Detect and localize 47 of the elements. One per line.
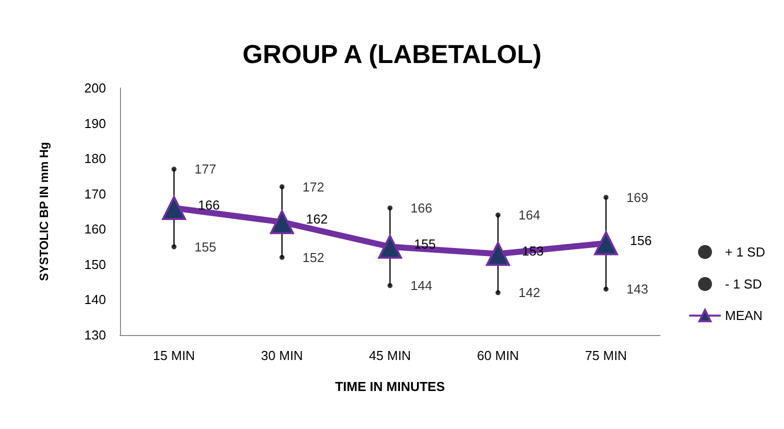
point (388, 205, 392, 210)
y-tick-label: 180 (84, 151, 106, 166)
point (280, 254, 284, 260)
data-label: 143 (626, 282, 648, 297)
y-tick-label: 170 (84, 186, 106, 202)
data-label: 166 (198, 197, 220, 212)
legend-label: - 1 SD (725, 276, 762, 292)
chart-title: GROUP A (LABETALOL) (242, 39, 542, 69)
x-tick-label: 15 MIN (153, 348, 195, 363)
y-tick-label: 160 (84, 222, 106, 237)
x-axis-title: TIME IN MINUTES (335, 379, 446, 394)
point (388, 283, 392, 288)
y-tick-label: 150 (84, 256, 106, 272)
data-label: 155 (194, 239, 216, 254)
point (172, 166, 176, 172)
point (378, 234, 402, 259)
data-label: 152 (302, 250, 324, 265)
data-label: 156 (630, 232, 652, 248)
data-label: 172 (302, 179, 324, 194)
point (270, 210, 294, 234)
y-tick-label: 200 (84, 80, 106, 96)
point (486, 242, 510, 266)
data-label: 142 (518, 285, 540, 300)
point (604, 286, 608, 292)
y-tick-label: 130 (84, 328, 106, 342)
data-label: 162 (306, 212, 328, 227)
point (280, 184, 284, 190)
y-axis-title: SYSTOLIC BP IN mm Hg (37, 142, 51, 281)
legend-label: + 1 SD (725, 244, 766, 260)
point (172, 244, 176, 250)
point (496, 212, 500, 218)
legend-label: MEAN (725, 308, 763, 324)
data-label: 164 (518, 208, 540, 223)
x-tick-label: 30 MIN (261, 348, 303, 363)
point (162, 196, 186, 220)
data-label: 166 (410, 200, 432, 216)
data-label: 169 (626, 190, 648, 205)
y-tick-label: 140 (84, 292, 106, 308)
data-label: 144 (410, 278, 432, 294)
point (594, 231, 618, 256)
x-tick-label: 75 MIN (585, 348, 627, 363)
x-tick-label: 60 MIN (477, 348, 519, 363)
point (496, 290, 500, 296)
x-tick-label: 45 MIN (369, 348, 411, 363)
data-label: 177 (194, 162, 216, 177)
point (604, 194, 608, 200)
y-tick-label: 190 (84, 116, 106, 131)
